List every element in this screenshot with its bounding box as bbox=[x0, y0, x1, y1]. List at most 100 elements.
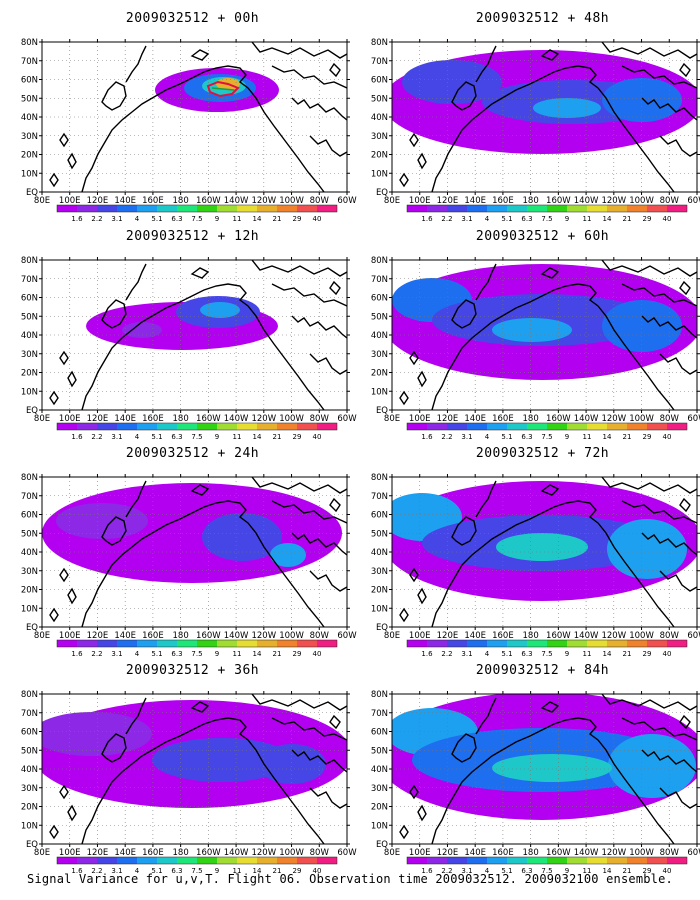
latitude-label: 60N bbox=[371, 76, 388, 86]
coastline bbox=[251, 476, 348, 494]
coastline bbox=[409, 567, 419, 583]
colorbar-swatch bbox=[527, 423, 547, 430]
colorbar-level-label: 1.6 bbox=[71, 215, 83, 223]
latitude-label: 70N bbox=[371, 492, 388, 502]
colorbar-swatch bbox=[117, 205, 137, 212]
latitude-label: 40N bbox=[371, 113, 388, 123]
longitude-label: 60W bbox=[337, 631, 357, 641]
coastline bbox=[49, 607, 59, 623]
coastline bbox=[679, 497, 691, 513]
latitude-label: EQ bbox=[376, 406, 388, 416]
coastline bbox=[271, 717, 348, 741]
coastline bbox=[251, 259, 348, 277]
coastline bbox=[451, 81, 477, 111]
flight-track bbox=[206, 80, 240, 98]
latitude-label: EQ bbox=[376, 840, 388, 850]
colorbar-level-label: 6.3 bbox=[171, 215, 182, 223]
colorbar-swatch bbox=[567, 423, 587, 430]
latitude-label: 80N bbox=[21, 38, 38, 48]
coastline bbox=[451, 733, 477, 763]
colorbar-swatch bbox=[117, 423, 137, 430]
coastline bbox=[601, 41, 698, 59]
longitude-label: 100W bbox=[279, 414, 304, 424]
longitude-label: 80W bbox=[310, 414, 330, 424]
map-panel: 2009032512 + 48h 80E 100E 120E 140E 160E 180 16… bbox=[370, 11, 700, 254]
colorbar-level-label: 11 bbox=[583, 433, 592, 441]
latitude-label: 10N bbox=[371, 821, 388, 831]
coastline bbox=[49, 824, 59, 840]
colorbar-swatch bbox=[667, 423, 687, 430]
colorbar-swatch bbox=[547, 857, 567, 864]
colorbar-level-label: 29 bbox=[643, 867, 652, 875]
coastline bbox=[409, 350, 419, 366]
latitude-label: 10N bbox=[21, 387, 38, 397]
colorbar-swatch bbox=[157, 423, 177, 430]
variance-shading bbox=[533, 98, 601, 118]
panel-title: 2009032512 + 24h bbox=[125, 446, 260, 461]
longitude-label: 140E bbox=[464, 414, 486, 424]
latitude-label: 30N bbox=[371, 567, 388, 577]
coastline bbox=[59, 350, 69, 366]
colorbar-level-label: 7.5 bbox=[191, 433, 202, 441]
colorbar-level-label: 6.3 bbox=[521, 867, 532, 875]
colorbar-swatch bbox=[97, 205, 117, 212]
colorbar-level-label: 9 bbox=[215, 433, 219, 441]
colorbar-level-label: 1.6 bbox=[71, 433, 83, 441]
colorbar-level-label: 11 bbox=[583, 867, 592, 875]
colorbar-level-label: 5.1 bbox=[151, 867, 162, 875]
colorbar-swatch bbox=[647, 857, 667, 864]
longitude-label: 160E bbox=[492, 848, 514, 858]
colorbar-swatch bbox=[297, 640, 317, 647]
colorbar-swatch bbox=[407, 423, 427, 430]
latitude-label: 40N bbox=[21, 331, 38, 341]
latitude-label: 20N bbox=[21, 803, 38, 813]
colorbar-swatch bbox=[277, 857, 297, 864]
longitude-label: 180 bbox=[173, 848, 189, 858]
colorbar-swatch bbox=[407, 205, 427, 212]
longitude-label: 60W bbox=[687, 414, 700, 424]
longitude-label: 80E bbox=[384, 196, 400, 206]
colorbar-swatch bbox=[507, 423, 527, 430]
longitude-label: 160W bbox=[196, 848, 221, 858]
coastline bbox=[417, 587, 427, 605]
latitude-label: 80N bbox=[21, 690, 38, 700]
colorbar-swatch bbox=[427, 205, 447, 212]
variance-shading bbox=[602, 78, 682, 122]
longitude-label: 80E bbox=[384, 414, 400, 424]
longitude-label: 120E bbox=[87, 631, 109, 641]
variance-shading bbox=[122, 322, 162, 338]
colorbar-swatch bbox=[587, 857, 607, 864]
colorbar-swatch bbox=[137, 857, 157, 864]
map-panel: 2009032512 + 72h 80E 100E 120E 140E 160E 180 16… bbox=[370, 446, 700, 689]
colorbar-level-label: 5.1 bbox=[501, 215, 512, 223]
coastline bbox=[190, 484, 210, 496]
colorbar-swatch bbox=[407, 640, 427, 647]
colorbar-swatch bbox=[157, 205, 177, 212]
colorbar-level-label: 7.5 bbox=[191, 215, 202, 223]
longitude-label: 80E bbox=[384, 631, 400, 641]
latitude-label: 40N bbox=[371, 548, 388, 558]
colorbar-level-label: 2.2 bbox=[91, 867, 102, 875]
colorbar-level-label: 5.1 bbox=[501, 867, 512, 875]
colorbar-swatch bbox=[547, 640, 567, 647]
coastline bbox=[417, 152, 427, 170]
latitude-label: EQ bbox=[26, 840, 38, 850]
panel-title: 2009032512 + 00h bbox=[125, 11, 260, 26]
longitude-label: 80E bbox=[34, 414, 50, 424]
colorbar-level-label: 1.6 bbox=[421, 650, 433, 658]
latitude-label: 50N bbox=[21, 94, 38, 104]
longitude-label: 140E bbox=[464, 631, 486, 641]
colorbar-level-label: 5.1 bbox=[151, 650, 162, 658]
longitude-label: 120W bbox=[601, 414, 626, 424]
coastline bbox=[621, 717, 698, 741]
colorbar-swatch bbox=[57, 205, 77, 212]
longitude-label: 140W bbox=[574, 631, 599, 641]
colorbar-level-label: 40 bbox=[313, 650, 322, 658]
colorbar-level-label: 7.5 bbox=[541, 867, 552, 875]
colorbar-swatch bbox=[427, 640, 447, 647]
colorbar-swatch bbox=[97, 640, 117, 647]
longitude-label: 160W bbox=[196, 414, 221, 424]
colorbar-swatch bbox=[97, 423, 117, 430]
coastline bbox=[679, 280, 691, 296]
colorbar-swatch bbox=[277, 205, 297, 212]
